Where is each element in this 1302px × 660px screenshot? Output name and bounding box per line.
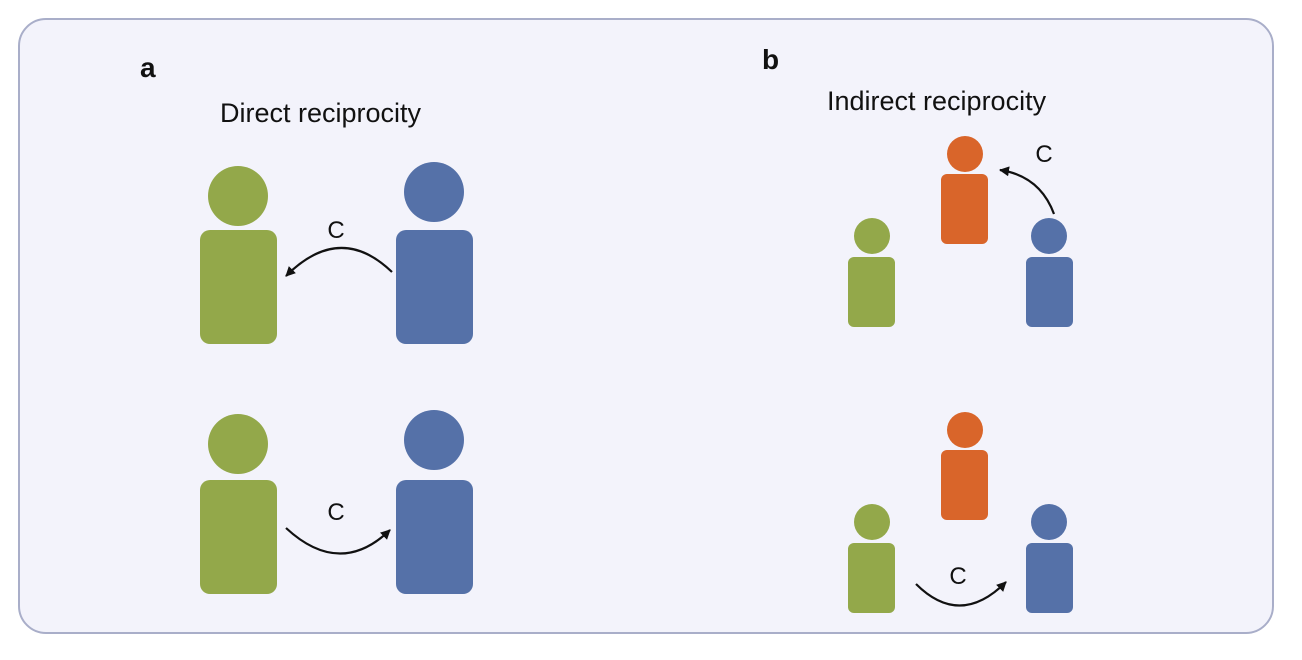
panel-a-label: a xyxy=(140,52,156,83)
arrow-b-top xyxy=(999,166,1056,215)
person-orange-b-bottom xyxy=(941,412,988,520)
arrow-label-a-bottom: C xyxy=(327,499,344,526)
person-green-b-bottom xyxy=(848,504,895,613)
arrow-a-top xyxy=(285,246,393,277)
person-blue-b-bottom xyxy=(1026,504,1073,613)
person-green-a-bottom xyxy=(200,414,277,594)
arrow-b-bottom xyxy=(915,581,1007,607)
arrow-label-b-bottom: C xyxy=(949,563,966,590)
panel-b-label: b xyxy=(762,44,780,75)
arrow-label-b-top: C xyxy=(1035,141,1052,168)
person-blue-a-bottom xyxy=(396,410,473,594)
person-blue-b-top xyxy=(1026,218,1073,327)
person-orange-b-top xyxy=(941,136,988,244)
person-blue-a-top xyxy=(396,162,473,344)
person-green-a-top xyxy=(200,166,277,344)
panel-a-title: Direct reciprocity xyxy=(220,98,422,128)
panel-b-title: Indirect reciprocity xyxy=(827,86,1047,116)
person-green-b-top xyxy=(848,218,895,327)
arrow-a-bottom xyxy=(285,527,391,555)
arrow-label-a-top: C xyxy=(327,217,344,244)
